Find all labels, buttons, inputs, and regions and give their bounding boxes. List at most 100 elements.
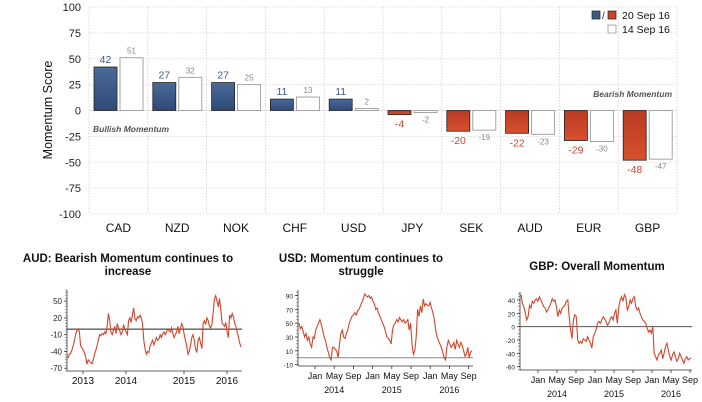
x-tick-label: May [326,371,344,381]
y-tick-label: -75 [65,183,81,195]
data-label-current: 11 [276,86,287,98]
x-tick-label: Sep [345,371,361,381]
data-label-current: 11 [335,86,346,98]
bar-previous-sek [472,110,497,131]
y-axis-label: Momentum Score [41,61,55,160]
x-tick-label: May [605,375,623,385]
data-label-current: 27 [217,70,229,82]
main-bar-chart: 100 75 50 25 0 -25 -50 -75 -100 Momentum Score 4… [41,2,678,235]
x-tick-label: EUR [576,221,602,235]
x-year-label: 2016 [439,385,459,395]
y-tick-label: -25 [65,131,81,143]
x-year-label: 2014 [324,385,344,395]
data-label-previous: 51 [127,47,136,56]
data-label-previous: 25 [245,74,254,83]
y-axis-ticks: 100 75 50 25 0 -25 -50 -75 -100 [59,2,81,221]
x-tick-label: Jan [588,375,603,385]
x-tick-label: Jan [308,371,323,381]
data-label-previous: 2 [364,97,369,106]
bar-current-nzd [152,82,177,111]
data-label-current: -29 [568,145,583,157]
x-tick-label: Jan [531,375,546,385]
x-tick-label: May [662,375,680,385]
bar-previous-nzd [178,76,203,111]
bar-current-usd [328,98,353,111]
data-label-previous: -47 [655,162,667,171]
y-tick-label: -60 [506,365,516,372]
bar-previous-jpy [413,110,438,114]
x-year-label: 2015 [382,385,402,395]
y-tick-label: -10 [284,363,294,370]
x-tick-label: May [548,375,566,385]
x-tick-label: Jan [423,371,438,381]
x-tick-label: CAD [106,221,132,235]
y-tick-label: 90 [286,294,294,301]
x-tick-label: CHF [282,221,307,235]
y-tick-label: 40 [508,298,516,305]
x-tick-label: Sep [682,375,698,385]
y-tick-label: 0 [75,106,81,118]
x-tick-label: NOK [223,221,249,235]
y-tick-label: -40 [50,347,62,356]
data-label-previous: -19 [479,133,491,142]
bar-previous-gbp [648,110,673,160]
data-label-current: -20 [451,135,466,147]
bar-previous-eur [589,110,614,142]
data-label-previous: 13 [303,86,312,95]
x-year-label: 2014 [547,389,567,399]
x-tick-label: USD [341,221,367,235]
bar-current-gbp [622,110,647,161]
usd-chart-title-line2: struggle [338,266,383,278]
data-label-previous: -30 [596,145,608,154]
x-year-label: 2015 [604,389,624,399]
bar-current-eur [564,110,588,141]
y-tick-label: 50 [53,297,62,306]
bar-current-aud [505,110,530,134]
bar-previous-cad [119,57,144,111]
legend-label-current: 20 Sep 16 [622,10,670,22]
bullish-annotation: Bullish Momentum [93,124,169,134]
aud-chart-title-line2: increase [105,266,152,278]
x-axis-ticks: CAD NZD NOK CHF USD JPY SEK AUD EUR GBP [106,221,661,235]
bar-current-nok [211,82,236,111]
x-tick-label: Sep [568,375,584,385]
gbp-chart-title: GBP: Overall Momentum [529,261,664,273]
x-tick-label: 2015 [173,376,196,387]
x-tick-label: GBP [635,221,660,235]
x-tick-label: 2013 [72,376,95,387]
series-line-gbp [520,293,692,365]
x-tick-label: Sep [625,375,641,385]
bearish-annotation: Bearish Momentum [593,89,672,99]
legend-swatch-blue [591,10,601,20]
x-tick-label: May [441,371,459,381]
bar-previous-chf [295,96,320,111]
data-label-current: -4 [395,119,404,131]
y-tick-label: 20 [53,314,62,323]
y-tick-label: -10 [50,331,62,340]
y-tick-label: 20 [508,311,516,318]
x-tick-label: May [383,371,401,381]
data-label-current: 27 [158,70,170,82]
x-tick-label: Jan [645,375,660,385]
x-year-label: 2016 [661,389,681,399]
y-tick-label: -70 [50,364,62,373]
aud-chart-title-line1: AUD: Bearish Momentum continues to [23,253,233,265]
legend-label-previous: 14 Sep 16 [622,24,670,36]
data-label-current: -48 [627,164,642,176]
aud-line-chart: 50 20 -10 -40 -70 2013 2014 2015 2016 [50,289,242,387]
y-tick-label: 70 [286,307,294,314]
y-tick-label: 25 [69,80,81,92]
y-tick-label: 50 [286,321,294,328]
y-tick-label: 0 [511,325,515,332]
data-label-current: -22 [510,137,525,149]
x-tick-label: Sep [461,371,477,381]
series-line-aud [67,293,242,365]
x-tick-label: 2016 [216,376,239,387]
y-tick-label: -50 [65,157,81,169]
data-label-previous: -2 [422,116,430,125]
x-tick-label: AUD [517,221,543,235]
series-line-usd [298,293,473,362]
